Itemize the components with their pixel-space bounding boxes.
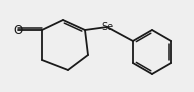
Text: Se: Se <box>101 22 113 32</box>
Text: O: O <box>13 23 23 37</box>
